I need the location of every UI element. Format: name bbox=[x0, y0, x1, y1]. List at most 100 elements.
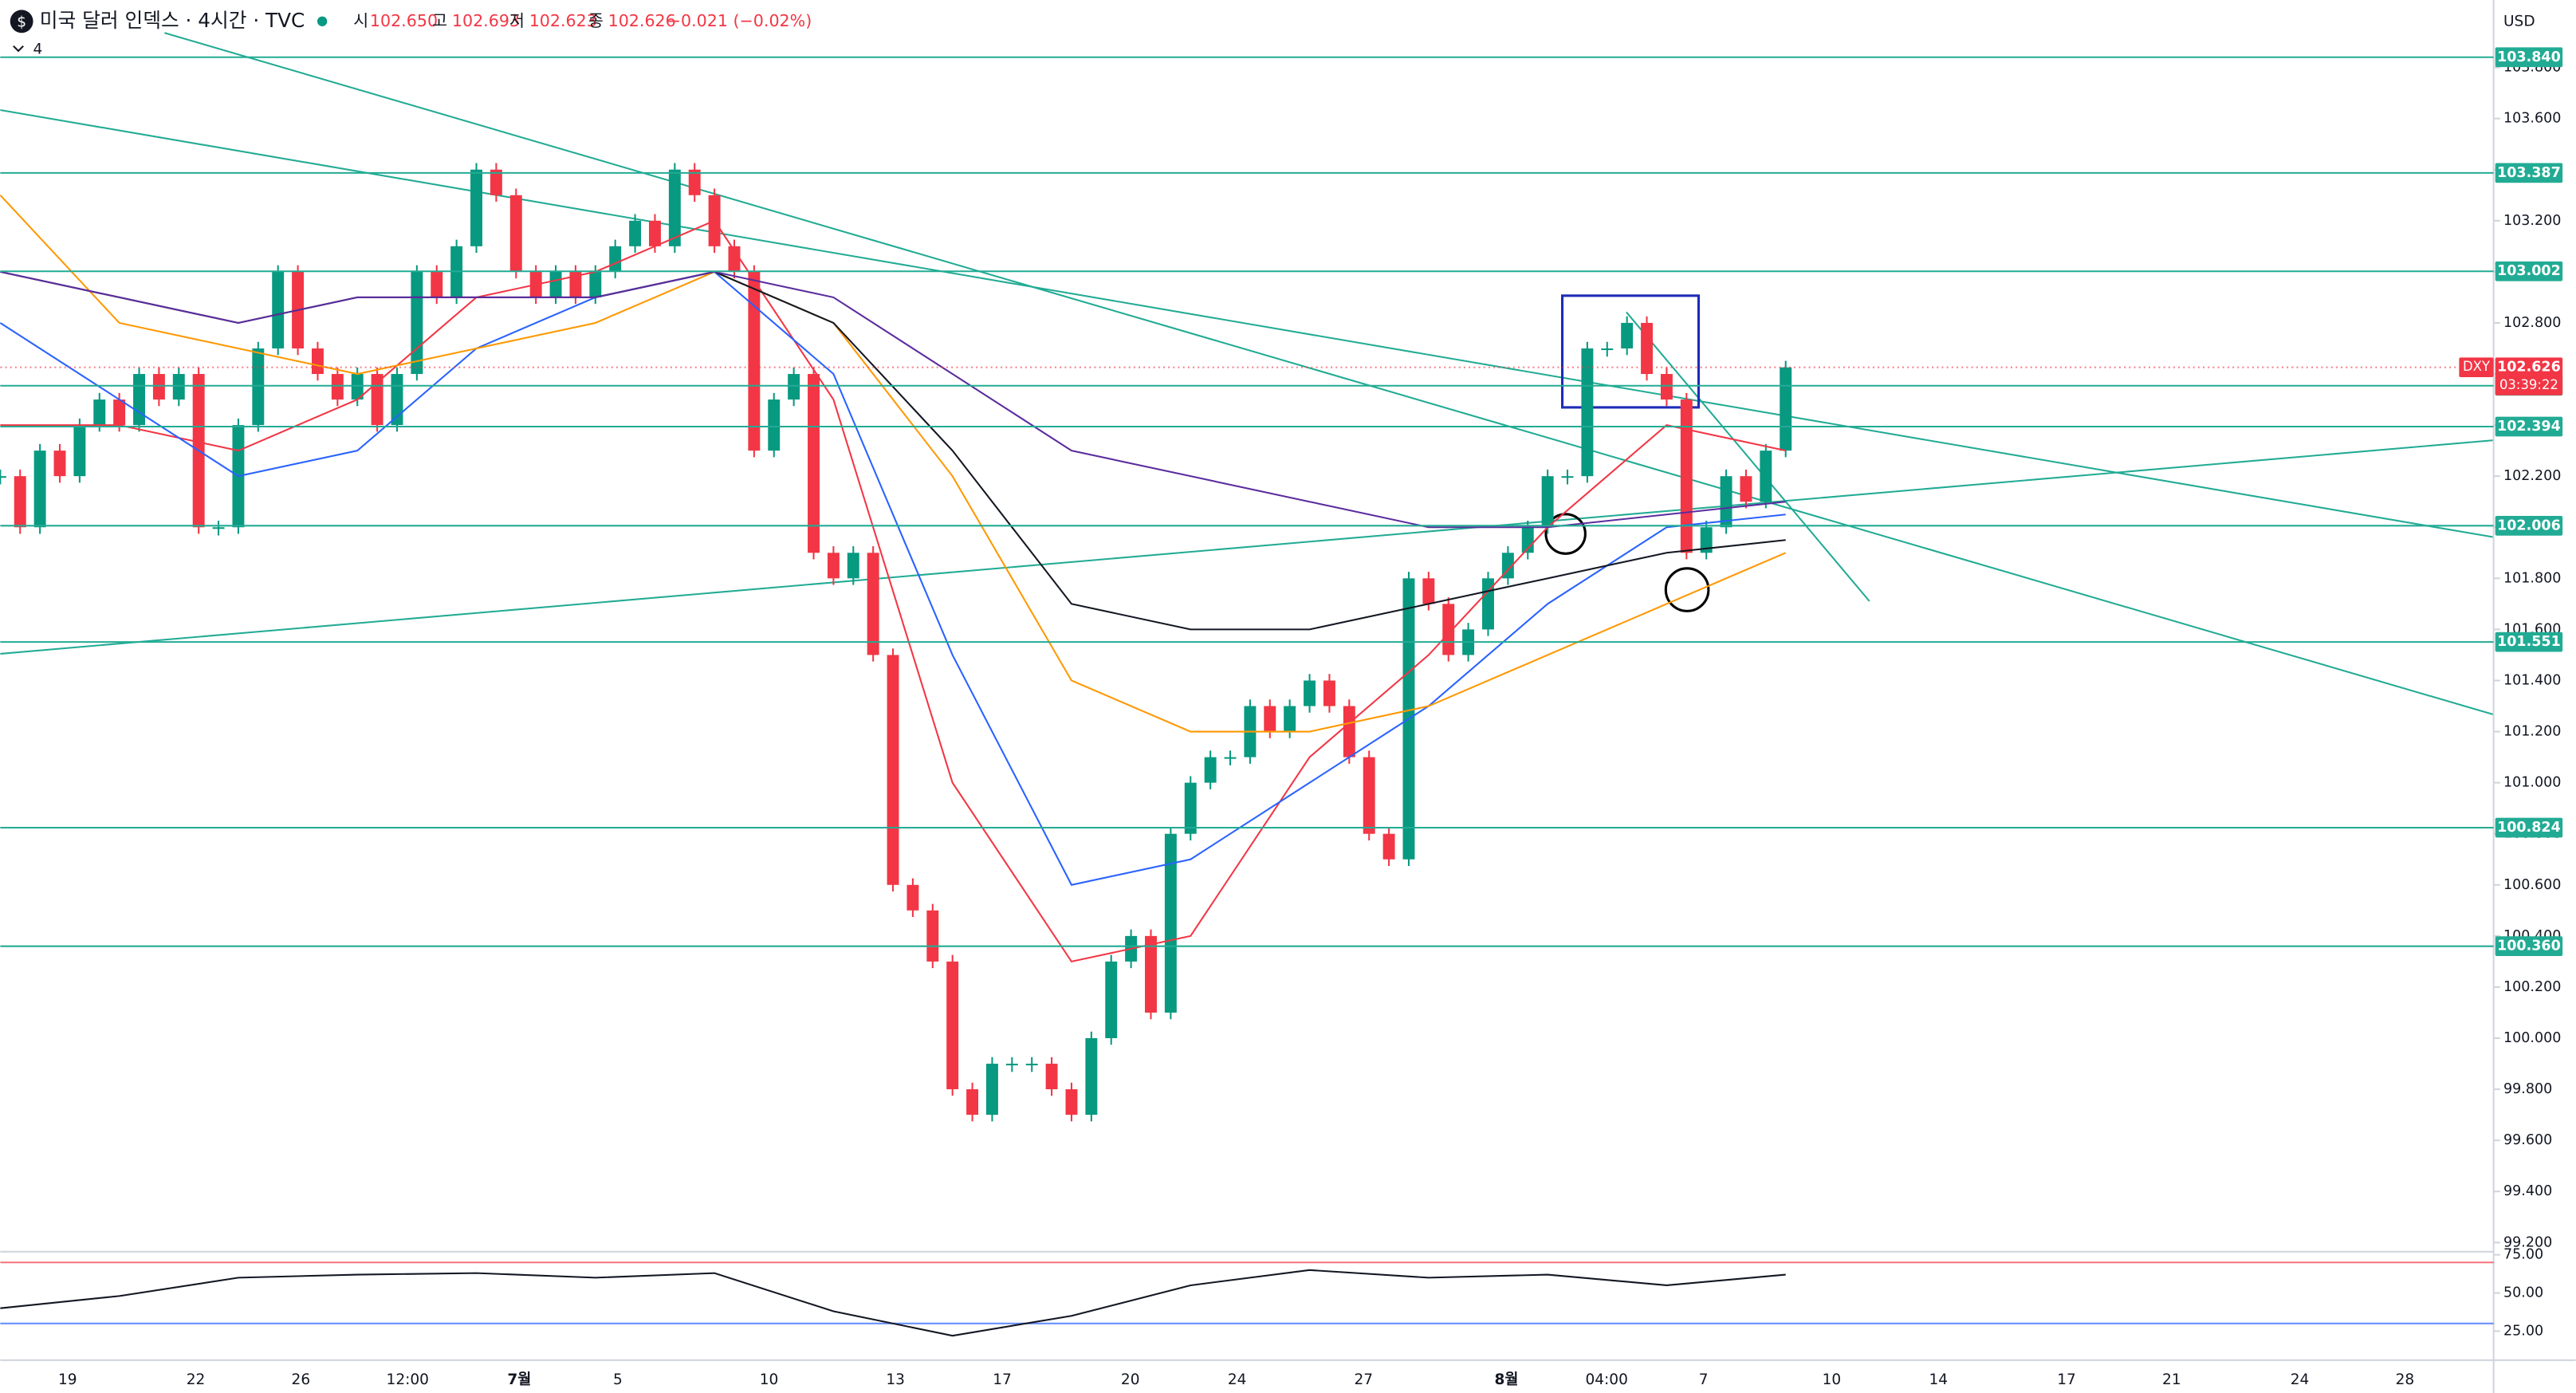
candle-body bbox=[1541, 476, 1554, 528]
trend-line bbox=[1626, 311, 1870, 602]
x-tick-label: 04:00 bbox=[1585, 1371, 1627, 1388]
level-label: 103.840 bbox=[2497, 49, 2561, 65]
candle-body bbox=[768, 399, 781, 451]
x-tick-label: 8월 bbox=[1495, 1371, 1519, 1388]
candle-body bbox=[688, 169, 701, 195]
x-tick-label: 27 bbox=[1354, 1371, 1373, 1388]
y-tick-label: 75.00 bbox=[2503, 1247, 2543, 1263]
candle-body bbox=[1304, 680, 1316, 706]
y-tick-label: 50.00 bbox=[2503, 1285, 2543, 1301]
candle-body bbox=[1323, 680, 1335, 706]
candle-body bbox=[172, 374, 185, 400]
candle-body bbox=[53, 451, 66, 477]
symbol-icon bbox=[10, 10, 33, 33]
x-tick-label: 5 bbox=[613, 1371, 623, 1388]
candle-body bbox=[252, 348, 265, 426]
candle-body bbox=[907, 884, 919, 911]
y-tick-label: 100.200 bbox=[2503, 979, 2561, 995]
y-tick-label: 100.000 bbox=[2503, 1030, 2561, 1046]
x-tick-label: 20 bbox=[1121, 1371, 1140, 1388]
candle-body bbox=[14, 476, 26, 528]
candle-body bbox=[1382, 833, 1395, 860]
y-tick-label: 101.200 bbox=[2503, 724, 2561, 740]
y-tick-label: 99.600 bbox=[2503, 1132, 2552, 1148]
trend-line bbox=[0, 109, 2494, 538]
ohlc-label: 종 bbox=[588, 11, 604, 30]
candle-body bbox=[93, 399, 106, 426]
candle-body bbox=[1264, 706, 1276, 732]
currency[interactable]: USD bbox=[2503, 13, 2535, 30]
level-badge bbox=[2495, 416, 2563, 437]
ohlc-value: 102.650 bbox=[370, 11, 438, 30]
level-label: 100.824 bbox=[2497, 820, 2561, 836]
indicator-toggle[interactable] bbox=[13, 45, 24, 53]
level-badge bbox=[2495, 47, 2563, 68]
candle-body bbox=[1601, 348, 1614, 351]
candle-body bbox=[1005, 1064, 1018, 1066]
candle-body bbox=[113, 399, 126, 426]
candle-body bbox=[152, 374, 165, 400]
candle-body bbox=[1780, 367, 1792, 451]
level-label: 103.387 bbox=[2497, 165, 2561, 181]
last-price-symbol-badge bbox=[2459, 357, 2494, 378]
candle-body bbox=[569, 271, 582, 297]
x-tick-label: 17 bbox=[993, 1371, 1012, 1388]
highlight-circle bbox=[1664, 567, 1710, 612]
x-tick-label: 17 bbox=[2057, 1371, 2076, 1388]
candle-body bbox=[490, 169, 502, 195]
y-tick-label: 102.200 bbox=[2503, 468, 2561, 484]
candle-body bbox=[1065, 1089, 1078, 1116]
indicator-count[interactable]: 4 bbox=[33, 41, 43, 57]
candle-body bbox=[133, 374, 145, 426]
trend-line bbox=[164, 32, 2494, 716]
candle-body bbox=[1025, 1064, 1038, 1066]
candle-body bbox=[391, 374, 403, 426]
candle-body bbox=[728, 246, 741, 272]
moving-average bbox=[0, 195, 1787, 733]
trend-line bbox=[0, 439, 2494, 655]
candle-body bbox=[470, 169, 482, 246]
moving-average bbox=[0, 270, 1786, 886]
x-tick-label: 7 bbox=[1699, 1371, 1709, 1388]
candle-body bbox=[0, 476, 6, 478]
candle-body bbox=[371, 374, 383, 426]
candle-body bbox=[1740, 476, 1752, 502]
candle-body bbox=[589, 271, 602, 297]
y-tick-label: 103.600 bbox=[2503, 111, 2561, 127]
candle-body bbox=[926, 910, 939, 962]
candle-body bbox=[331, 374, 344, 400]
candle-body bbox=[1045, 1064, 1058, 1090]
highlight-box bbox=[1560, 294, 1701, 409]
symbol-icon-text: $ bbox=[17, 14, 26, 30]
candle-body bbox=[788, 374, 800, 400]
candle-body bbox=[609, 246, 622, 272]
candle-body bbox=[1164, 833, 1177, 1013]
candle-body bbox=[867, 553, 879, 655]
candle-body bbox=[1085, 1037, 1098, 1116]
level-badge bbox=[2495, 163, 2563, 183]
level-badge bbox=[2495, 515, 2563, 536]
candle-body bbox=[629, 220, 642, 246]
candle-body bbox=[549, 271, 562, 297]
candle-body bbox=[1641, 322, 1654, 375]
x-tick-label: 19 bbox=[58, 1371, 77, 1388]
rsi-line bbox=[0, 1269, 1786, 1337]
drawings bbox=[0, 32, 2494, 716]
level-label: 103.002 bbox=[2497, 263, 2561, 279]
candle-body bbox=[73, 425, 86, 477]
level-badge bbox=[2495, 632, 2563, 652]
symbol-title: 미국 달러 인덱스 · 4시간 · TVC bbox=[40, 9, 305, 32]
candle-body bbox=[1660, 374, 1673, 400]
level-label: 100.360 bbox=[2497, 939, 2561, 954]
last-price-symbol: DXY bbox=[2463, 359, 2491, 374]
candle-body bbox=[1363, 757, 1375, 834]
y-tick-label: 99.400 bbox=[2503, 1183, 2552, 1199]
ohlc-value: 102.693 bbox=[452, 11, 520, 30]
candle-body bbox=[668, 169, 681, 246]
y-tick-label: 99.800 bbox=[2503, 1081, 2552, 1097]
candle-body bbox=[1422, 578, 1435, 604]
candle-body bbox=[887, 655, 899, 885]
candle-body bbox=[1680, 399, 1693, 553]
x-tick-label: 7월 bbox=[507, 1371, 531, 1388]
